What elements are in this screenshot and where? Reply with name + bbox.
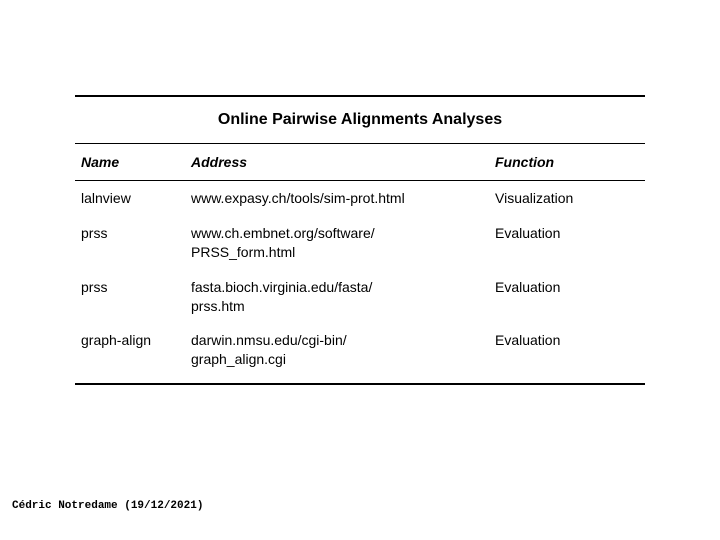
table-row: prss fasta.bioch.virginia.edu/fasta/prss… (75, 270, 645, 324)
col-header-function: Function (475, 144, 645, 180)
cell-address: www.ch.embnet.org/software/PRSS_form.htm… (185, 216, 475, 270)
table-row: lalnview www.expasy.ch/tools/sim-prot.ht… (75, 181, 645, 216)
cell-address: www.expasy.ch/tools/sim-prot.html (185, 181, 475, 216)
cell-address: darwin.nmsu.edu/cgi-bin/graph_align.cgi (185, 323, 475, 377)
alignments-table: Online Pairwise Alignments Analyses Name… (75, 95, 645, 385)
table-row: graph-align darwin.nmsu.edu/cgi-bin/grap… (75, 323, 645, 377)
table-title: Online Pairwise Alignments Analyses (75, 97, 645, 143)
cell-name: prss (75, 216, 185, 270)
col-header-address: Address (185, 144, 475, 180)
cell-name: prss (75, 270, 185, 324)
data-table: Name Address Function (75, 144, 645, 180)
cell-function: Evaluation (475, 323, 645, 377)
cell-name: graph-align (75, 323, 185, 377)
col-header-name: Name (75, 144, 185, 180)
rule-bottom (75, 383, 645, 385)
footer-credit: Cédric Notredame (19/12/2021) (12, 500, 203, 512)
cell-name: lalnview (75, 181, 185, 216)
data-table-body: lalnview www.expasy.ch/tools/sim-prot.ht… (75, 181, 645, 377)
cell-function: Evaluation (475, 270, 645, 324)
cell-function: Visualization (475, 181, 645, 216)
cell-address: fasta.bioch.virginia.edu/fasta/prss.htm (185, 270, 475, 324)
cell-function: Evaluation (475, 216, 645, 270)
header-row: Name Address Function (75, 144, 645, 180)
table-row: prss www.ch.embnet.org/software/PRSS_for… (75, 216, 645, 270)
